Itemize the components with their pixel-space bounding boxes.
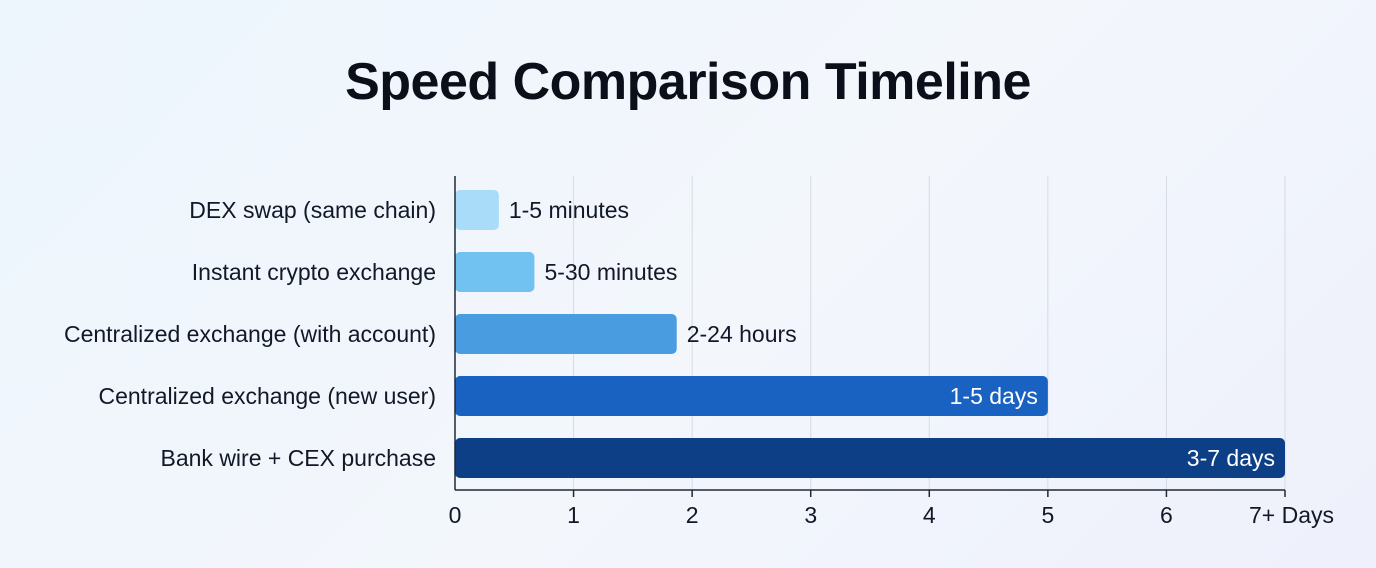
bar: [455, 252, 535, 292]
bar: [455, 190, 499, 230]
bar: [455, 376, 1048, 416]
x-tick-label: 3: [804, 502, 817, 528]
data-label: 2-24 hours: [687, 321, 797, 347]
chart-title: Speed Comparison Timeline: [345, 53, 1031, 111]
bars: [455, 190, 1285, 478]
data-label: 1-5 days: [950, 383, 1038, 409]
bar: [455, 314, 677, 354]
x-tick-label: 1: [567, 502, 580, 528]
data-label: 1-5 minutes: [509, 197, 629, 223]
category-label: Centralized exchange (with account): [64, 321, 436, 347]
x-tick-label: 7+ Days: [1249, 502, 1334, 528]
category-label: Bank wire + CEX purchase: [161, 445, 437, 471]
category-label: DEX swap (same chain): [189, 197, 436, 223]
x-tick-label: 6: [1160, 502, 1173, 528]
axes: [454, 176, 1286, 497]
data-label: 3-7 days: [1187, 445, 1275, 471]
category-label: Instant crypto exchange: [192, 259, 436, 285]
data-label: 5-30 minutes: [544, 259, 677, 285]
x-tick-label: 2: [686, 502, 699, 528]
labels: 0 1 2 3 4 5 6 7+ Days DEX swap (same chain) 1-5 m…: [64, 197, 1334, 528]
x-tick-label: 4: [923, 502, 936, 528]
bar: [455, 438, 1285, 478]
x-tick-label: 0: [449, 502, 462, 528]
grid-lines: [573, 176, 1286, 490]
x-tick-label: 5: [1041, 502, 1054, 528]
category-label: Centralized exchange (new user): [98, 383, 436, 409]
